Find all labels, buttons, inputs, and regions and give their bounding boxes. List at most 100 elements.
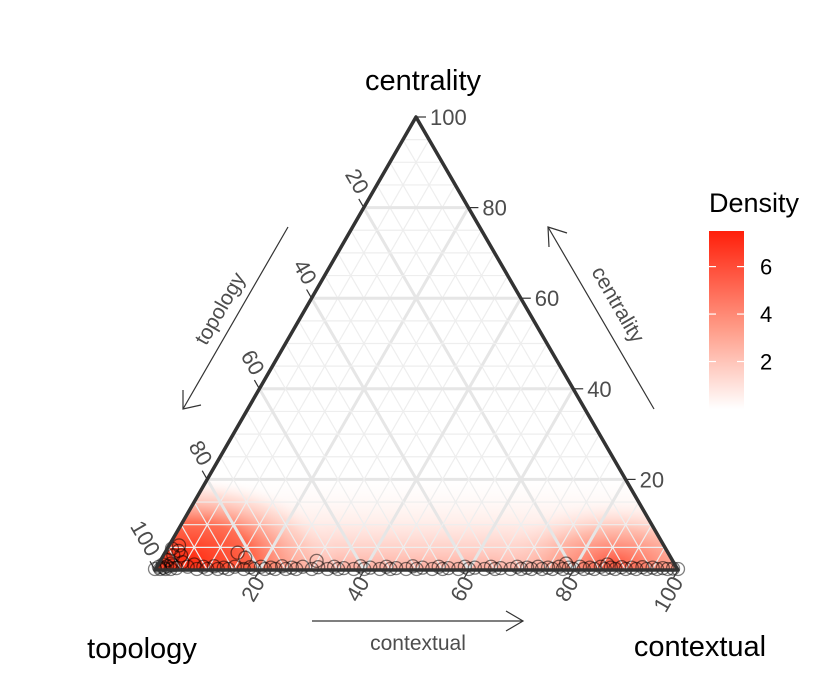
- vertex-label-right: contextual: [634, 631, 766, 663]
- data-point: [379, 559, 394, 574]
- legend-tick-label: 4: [760, 302, 772, 327]
- data-point: [238, 550, 253, 565]
- legend-title: Density: [709, 188, 800, 218]
- tick-mark-topology: [358, 198, 365, 208]
- triangle-border: [153, 115, 680, 572]
- vertex-labels: centrality topology contextual: [87, 65, 766, 665]
- data-point: [196, 559, 211, 574]
- data-point: [295, 559, 310, 574]
- tick-label-centrality: 60: [535, 286, 559, 311]
- data-point: [253, 559, 269, 574]
- grid-line-topology: [232, 433, 313, 570]
- tick-mark-topology: [253, 379, 260, 390]
- tick-label-contextual: 80: [550, 572, 584, 606]
- data-point: [572, 559, 588, 574]
- data-point: [530, 559, 546, 574]
- grid-layer: [167, 139, 666, 570]
- left-arrow-line: [182, 226, 289, 410]
- plot-panel: 20 20 20 40 40 40 60 60 60 80 80 80 100 100 100: [125, 105, 688, 616]
- tick-label-topology: 20: [340, 164, 374, 198]
- tick-mark-contextual: [254, 569, 261, 579]
- legend-tick-label: 6: [760, 255, 772, 280]
- grid-line-contextual: [467, 388, 575, 570]
- grid-line-contextual: [389, 320, 535, 570]
- bottom-axis-arrow: contextual: [312, 610, 525, 655]
- tick-label-topology: 100: [125, 516, 165, 560]
- data-point: [388, 560, 404, 576]
- data-point: [180, 559, 195, 574]
- tick-mark-topology: [149, 561, 156, 571]
- data-point: [326, 559, 342, 574]
- grid-line-topology: [245, 411, 339, 570]
- tick-label-centrality: 100: [430, 105, 467, 130]
- grid-line-topology: [298, 320, 444, 570]
- data-point: [415, 560, 430, 575]
- tick-label-contextual: 60: [445, 572, 479, 606]
- grid-line-contextual: [546, 456, 614, 570]
- tick-mark-topology: [201, 470, 208, 480]
- data-point: [405, 559, 420, 574]
- grid-line-topology: [180, 524, 208, 570]
- tick-label-contextual: 40: [341, 572, 375, 606]
- grid-line-contextual: [651, 547, 666, 570]
- grid-line-contextual: [625, 524, 653, 570]
- tick-mark-contextual: [358, 569, 365, 579]
- tick-label-centrality: 80: [482, 196, 506, 221]
- data-point: [510, 559, 525, 574]
- tick-mark-contextual: [672, 569, 679, 579]
- tick-label-topology: 80: [184, 436, 218, 470]
- legend-tick-label: 2: [760, 350, 772, 375]
- bottom-arrow-label: contextual: [370, 632, 466, 655]
- tick-label-topology: 60: [236, 346, 270, 380]
- grid-line-topology: [258, 388, 366, 570]
- tick-label-centrality: 20: [640, 467, 664, 492]
- grid-line-contextual: [520, 433, 600, 570]
- right-arrow-line: [547, 226, 655, 410]
- data-point: [227, 559, 242, 574]
- tick-mark-contextual: [463, 569, 470, 579]
- vertex-label-top: centrality: [365, 65, 482, 97]
- grid-line-contextual: [572, 478, 627, 570]
- data-point: [171, 538, 187, 553]
- tick-mark-contextual: [567, 569, 574, 579]
- tick-label-contextual: 20: [236, 572, 270, 606]
- data-point: [311, 560, 326, 575]
- data-point: [309, 553, 324, 568]
- tick-mark-topology: [306, 289, 313, 299]
- grid-line-contextual: [232, 184, 456, 570]
- data-point: [551, 559, 567, 574]
- grid-line-topology: [271, 365, 391, 570]
- data-point: [483, 559, 499, 574]
- data-point: [493, 560, 508, 576]
- data-point: [353, 559, 368, 574]
- data-point: [206, 559, 222, 574]
- data-point: [230, 545, 245, 560]
- grid-line-contextual: [285, 229, 483, 570]
- data-point: [336, 560, 351, 576]
- data-point: [467, 560, 482, 575]
- grid-line-topology: [193, 501, 234, 570]
- right-arrow-head: [547, 226, 568, 248]
- legend-colorbar: [709, 231, 744, 409]
- grid-line-topology: [324, 275, 496, 570]
- tick-label-contextual: 100: [648, 572, 688, 616]
- grid-line-topology: [350, 229, 548, 570]
- data-point: [441, 560, 456, 576]
- grid-line-contextual: [337, 275, 509, 570]
- bottom-arrow-head: [505, 610, 525, 632]
- data-point: [274, 559, 290, 574]
- grid-line-contextual: [415, 343, 548, 570]
- data-point: [363, 560, 378, 575]
- grid-line-contextual: [442, 365, 561, 570]
- data-point: [165, 558, 180, 573]
- data-point: [655, 560, 670, 576]
- tick-label-centrality: 40: [587, 377, 611, 402]
- data-point: [173, 548, 189, 563]
- legend: Density 2 4 6: [709, 188, 800, 409]
- data-point: [457, 559, 473, 574]
- right-arrow-label: centrality: [587, 263, 649, 348]
- data-point: [593, 559, 609, 574]
- legend-ticks: 2 4 6: [709, 255, 772, 375]
- grid-line-contextual: [494, 411, 587, 570]
